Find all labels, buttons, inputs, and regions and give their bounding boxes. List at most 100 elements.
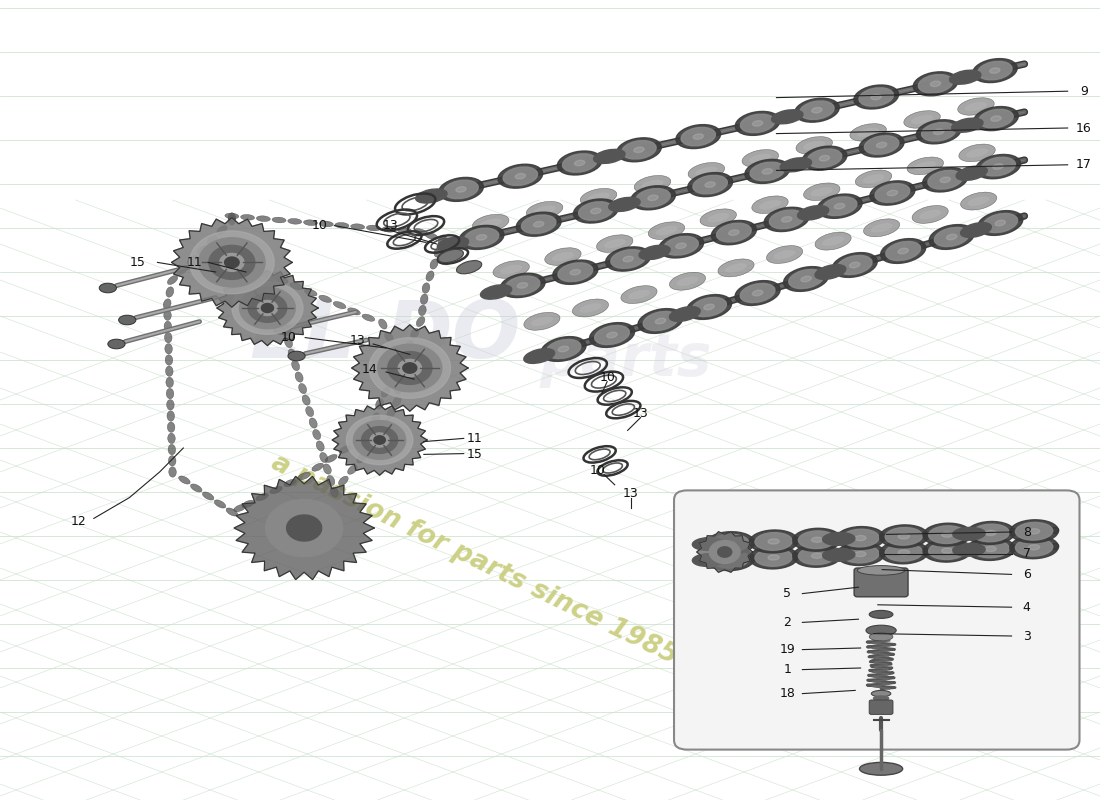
Ellipse shape <box>922 122 956 141</box>
Ellipse shape <box>837 255 872 274</box>
Ellipse shape <box>285 338 293 348</box>
Ellipse shape <box>634 147 645 153</box>
Ellipse shape <box>692 298 726 317</box>
Ellipse shape <box>319 295 331 302</box>
Ellipse shape <box>177 266 188 274</box>
Ellipse shape <box>750 162 784 181</box>
Text: 13: 13 <box>383 219 398 232</box>
Ellipse shape <box>899 550 910 555</box>
Ellipse shape <box>804 183 840 201</box>
Ellipse shape <box>476 234 486 240</box>
Ellipse shape <box>796 137 833 154</box>
Ellipse shape <box>869 633 893 641</box>
Ellipse shape <box>981 158 1015 176</box>
Ellipse shape <box>693 134 703 139</box>
Ellipse shape <box>972 540 1010 558</box>
Ellipse shape <box>793 528 842 551</box>
Ellipse shape <box>638 309 683 334</box>
Ellipse shape <box>544 248 581 266</box>
Text: 15: 15 <box>130 256 146 269</box>
Text: 12: 12 <box>70 515 87 528</box>
Ellipse shape <box>740 283 776 302</box>
Ellipse shape <box>942 548 953 554</box>
Ellipse shape <box>768 555 779 560</box>
Ellipse shape <box>952 118 983 132</box>
Ellipse shape <box>362 314 375 322</box>
Text: 11: 11 <box>186 256 202 269</box>
Ellipse shape <box>823 549 855 562</box>
Ellipse shape <box>623 256 634 262</box>
Ellipse shape <box>393 364 402 374</box>
Ellipse shape <box>535 206 556 214</box>
Ellipse shape <box>918 74 953 93</box>
Ellipse shape <box>227 508 238 516</box>
Ellipse shape <box>164 322 172 331</box>
Ellipse shape <box>916 120 961 144</box>
Ellipse shape <box>967 522 1015 545</box>
Ellipse shape <box>581 189 617 206</box>
Ellipse shape <box>224 213 239 219</box>
Ellipse shape <box>712 534 749 552</box>
Ellipse shape <box>327 475 334 486</box>
Ellipse shape <box>804 142 825 150</box>
Ellipse shape <box>913 72 958 96</box>
Ellipse shape <box>783 266 828 291</box>
Ellipse shape <box>323 464 331 474</box>
Ellipse shape <box>166 378 174 387</box>
Ellipse shape <box>934 227 969 246</box>
Ellipse shape <box>712 550 749 568</box>
Ellipse shape <box>670 306 701 322</box>
Ellipse shape <box>745 159 790 183</box>
Ellipse shape <box>850 124 887 141</box>
Ellipse shape <box>659 234 704 258</box>
Ellipse shape <box>978 210 1023 235</box>
Ellipse shape <box>752 290 762 296</box>
Ellipse shape <box>517 282 528 288</box>
Ellipse shape <box>774 250 795 258</box>
Ellipse shape <box>481 285 512 299</box>
Ellipse shape <box>351 224 365 230</box>
Ellipse shape <box>164 310 172 320</box>
Ellipse shape <box>416 189 447 203</box>
Ellipse shape <box>617 138 661 162</box>
Ellipse shape <box>689 162 725 180</box>
Ellipse shape <box>823 237 844 246</box>
Ellipse shape <box>558 263 593 282</box>
Ellipse shape <box>333 302 345 309</box>
Ellipse shape <box>990 68 1000 74</box>
Ellipse shape <box>607 332 617 338</box>
Ellipse shape <box>1010 536 1058 558</box>
Ellipse shape <box>958 98 994 115</box>
Ellipse shape <box>656 318 666 324</box>
Polygon shape <box>374 436 385 444</box>
Ellipse shape <box>562 154 597 172</box>
Ellipse shape <box>979 110 1013 128</box>
Ellipse shape <box>163 299 172 309</box>
Ellipse shape <box>644 311 678 330</box>
Text: 3: 3 <box>1023 630 1031 642</box>
Ellipse shape <box>493 261 529 278</box>
Ellipse shape <box>588 194 609 201</box>
Ellipse shape <box>526 202 563 219</box>
Ellipse shape <box>1015 538 1053 556</box>
Ellipse shape <box>923 168 968 192</box>
Ellipse shape <box>304 220 318 226</box>
Ellipse shape <box>696 167 717 175</box>
FancyBboxPatch shape <box>869 700 893 714</box>
Polygon shape <box>199 238 265 287</box>
Ellipse shape <box>871 224 892 232</box>
Ellipse shape <box>167 275 178 285</box>
Ellipse shape <box>165 355 173 365</box>
Ellipse shape <box>749 530 798 553</box>
Polygon shape <box>249 294 287 322</box>
Text: 14: 14 <box>362 363 377 376</box>
Ellipse shape <box>908 157 944 174</box>
Ellipse shape <box>167 411 175 421</box>
Ellipse shape <box>365 442 375 452</box>
Ellipse shape <box>768 539 779 544</box>
Ellipse shape <box>798 206 828 220</box>
Ellipse shape <box>991 116 1001 122</box>
Ellipse shape <box>931 81 940 86</box>
Ellipse shape <box>591 208 601 214</box>
Ellipse shape <box>762 169 772 174</box>
